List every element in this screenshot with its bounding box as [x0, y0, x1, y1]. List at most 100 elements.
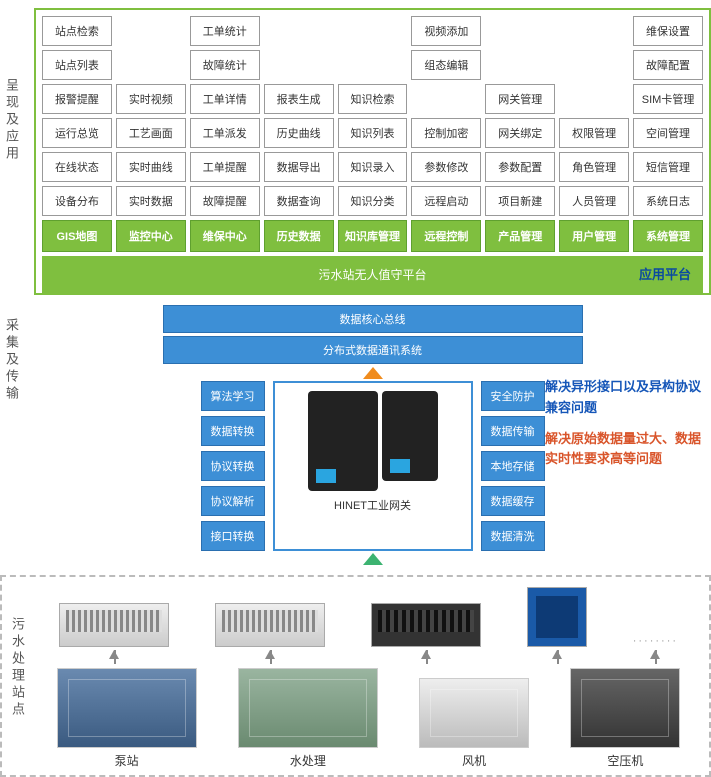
grid-cell: 权限管理 — [559, 118, 629, 148]
bus-bars: 数据核心总线 分布式数据通讯系统 — [163, 305, 583, 364]
side-text-2: 解决原始数据量过大、数据实时性要求高等问题 — [545, 429, 705, 471]
arrow-up-icon — [109, 650, 119, 659]
gateway-box: HINET工业网关 — [273, 381, 473, 551]
right-tag-col: 安全防护数据传输本地存储数据缓存数据清洗 — [481, 381, 545, 551]
grid-cell: 历史曲线 — [264, 118, 334, 148]
grid-cell — [485, 50, 555, 80]
grid-header: 维保中心 — [190, 220, 260, 252]
equipment-label: 泵站 — [115, 752, 139, 769]
grid-cell: 网关绑定 — [485, 118, 555, 148]
feature-tag: 数据缓存 — [481, 486, 545, 516]
grid-cell: 空间管理 — [633, 118, 703, 148]
grid-cell — [485, 16, 555, 46]
grid-header: GIS地图 — [42, 220, 112, 252]
grid-cell: 组态编辑 — [411, 50, 481, 80]
grid-cell: 远程启动 — [411, 186, 481, 216]
equipment-image — [57, 668, 197, 748]
grid-header: 知识库管理 — [338, 220, 408, 252]
platform-title: 污水站无人值守平台 — [318, 268, 426, 282]
grid-cell: 工单派发 — [190, 118, 260, 148]
plc-unit — [59, 603, 169, 662]
grid-cell: 知识分类 — [338, 186, 408, 216]
grid-header: 历史数据 — [264, 220, 334, 252]
equipment-image — [419, 678, 529, 748]
grid-cell: 故障配置 — [633, 50, 703, 80]
feature-tag: 数据清洗 — [481, 521, 545, 551]
arrow-up-icon — [650, 650, 660, 659]
grid-cell: 在线状态 — [42, 152, 112, 182]
grid-cell — [116, 50, 186, 80]
gateway-label: HINET工业网关 — [334, 497, 411, 513]
grid-cell: 实时数据 — [116, 186, 186, 216]
left-tag-col: 算法学习数据转换协议转换协议解析接口转换 — [201, 381, 265, 551]
grid-cell — [559, 16, 629, 46]
plc-placeholder: ········ — [633, 635, 678, 662]
grid-cell: 工单提醒 — [190, 152, 260, 182]
equipment-row: 泵站 水处理 风机空压机 — [36, 668, 701, 769]
feature-tag: 数据转换 — [201, 416, 265, 446]
feature-tag: 接口转换 — [201, 521, 265, 551]
bus-bar-2: 分布式数据通讯系统 — [163, 336, 583, 364]
grid-cell: 控制加密 — [411, 118, 481, 148]
grid-cell: 参数配置 — [485, 152, 555, 182]
grid-cell: 故障统计 — [190, 50, 260, 80]
grid-cell: 工单详情 — [190, 84, 260, 114]
arrow-orange-icon — [363, 367, 383, 379]
grid-cell: 数据查询 — [264, 186, 334, 216]
section-label-collect: 采集及传输 — [2, 318, 21, 403]
grid-cell: 短信管理 — [633, 152, 703, 182]
grid-header: 系统管理 — [633, 220, 703, 252]
equipment-unit: 风机 — [419, 678, 529, 769]
grid-cell: SIM卡管理 — [633, 84, 703, 114]
grid-header: 用户管理 — [559, 220, 629, 252]
grid-cell: 报表生成 — [264, 84, 334, 114]
grid-cell: 工艺画面 — [116, 118, 186, 148]
grid-cell — [264, 16, 334, 46]
arrow-up-icon — [265, 650, 275, 659]
grid-cell: 知识录入 — [338, 152, 408, 182]
grid-cell — [338, 50, 408, 80]
plc-unit — [215, 603, 325, 662]
grid-cell — [411, 84, 481, 114]
application-grid: 站点检索工单统计视频添加维保设置站点列表故障统计组态编辑故障配置报警提醒实时视频… — [42, 16, 703, 252]
feature-tag: 本地存储 — [481, 451, 545, 481]
plc-icon — [527, 587, 587, 647]
feature-tag: 安全防护 — [481, 381, 545, 411]
plc-unit — [371, 603, 481, 662]
feature-tag: 协议转换 — [201, 451, 265, 481]
plc-icon — [371, 603, 481, 647]
grid-cell: 实时视频 — [116, 84, 186, 114]
feature-tag: 协议解析 — [201, 486, 265, 516]
grid-cell — [264, 50, 334, 80]
arrow-up-icon — [421, 650, 431, 659]
grid-cell: 参数修改 — [411, 152, 481, 182]
gateway-image — [308, 391, 438, 491]
gateway-device-icon — [382, 391, 438, 481]
grid-cell: 系统日志 — [633, 186, 703, 216]
plc-icon — [215, 603, 325, 647]
grid-cell: 设备分布 — [42, 186, 112, 216]
grid-cell: 站点列表 — [42, 50, 112, 80]
grid-header: 产品管理 — [485, 220, 555, 252]
bottom-section: 污水处理站点 ········ 泵站水处理风机空压机 — [0, 575, 711, 777]
grid-cell: 站点检索 — [42, 16, 112, 46]
plc-unit — [527, 587, 587, 662]
grid-cell: 项目新建 — [485, 186, 555, 216]
platform-bar: 污水站无人值守平台 应用平台 — [42, 256, 703, 293]
grid-cell: 视频添加 — [411, 16, 481, 46]
arrow-green-icon — [363, 553, 383, 565]
bus-bar-1: 数据核心总线 — [163, 305, 583, 333]
grid-cell: 网关管理 — [485, 84, 555, 114]
feature-tag: 算法学习 — [201, 381, 265, 411]
equipment-unit: 空压机 — [570, 668, 680, 769]
equipment-image — [238, 668, 378, 748]
grid-header: 远程控制 — [411, 220, 481, 252]
grid-cell: 实时曲线 — [116, 152, 186, 182]
grid-cell — [559, 84, 629, 114]
equipment-label: 水处理 — [290, 752, 326, 769]
middle-section: 数据核心总线 分布式数据通讯系统 算法学习数据转换协议转换协议解析接口转换 HI… — [34, 305, 711, 565]
gateway-device-icon — [308, 391, 378, 491]
grid-cell — [338, 16, 408, 46]
equipment-unit: 水处理 — [238, 668, 378, 769]
platform-right-label: 应用平台 — [639, 264, 691, 283]
